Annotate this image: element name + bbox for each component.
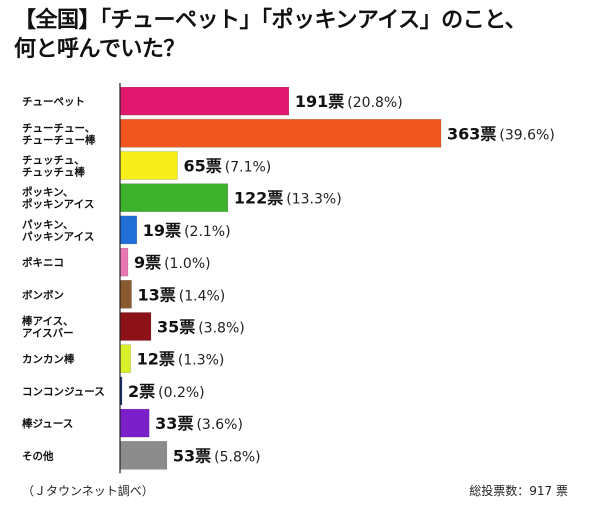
bar — [119, 280, 132, 309]
percent-label: (39.6%) — [499, 127, 554, 143]
category-label: ポッキン、ポッキンアイス — [22, 186, 94, 211]
category-label-line: チューペット — [22, 96, 85, 108]
category-label-line: ポッキンアイス — [22, 198, 94, 211]
category-label-line: ポッキン、 — [22, 186, 74, 199]
bar — [119, 215, 138, 245]
category-label-line: ボンボン — [22, 288, 64, 301]
data-label: 2票 (0.2%) — [128, 382, 205, 401]
data-label: 363票 (39.6%) — [447, 124, 555, 143]
data-label: 13票 (1.4%) — [137, 285, 225, 304]
percent-label: (1.4%) — [179, 288, 226, 304]
chart-title-line-2: 何と呼んでいた？ — [14, 37, 185, 62]
value-label: 53票 — [173, 446, 211, 465]
category-label: 棒ジュース — [22, 417, 73, 430]
category-label: コンコンジュース — [22, 386, 105, 398]
value-label: 33票 — [155, 414, 193, 433]
chart-title-line-1: 【全国】「チューペット」「ポッキンアイス」のこと、 — [14, 8, 527, 33]
category-label-line: パッキン、 — [22, 219, 74, 231]
value-label: 2票 — [128, 382, 155, 401]
value-label: 12票 — [137, 350, 175, 369]
category-label-line: パッキンアイス — [22, 231, 94, 243]
value-label: 13票 — [137, 285, 175, 304]
category-label: チュッチュ、チュッチュ棒 — [22, 155, 85, 179]
category-label: ボンボン — [22, 288, 64, 301]
bar — [119, 183, 229, 212]
category-label-line: アイスバー — [22, 328, 74, 340]
data-label: 65票 (7.1%) — [183, 157, 271, 176]
category-label-line: チュッチュ棒 — [22, 166, 85, 179]
data-label: 122票 (13.3%) — [234, 189, 342, 208]
percent-label: (2.1%) — [184, 224, 231, 240]
value-label: 191票 — [295, 92, 344, 111]
category-label-line: カンカン棒 — [22, 353, 75, 366]
percent-label: (13.3%) — [286, 192, 341, 208]
percent-label: (3.8%) — [198, 321, 245, 337]
value-label: 35票 — [157, 318, 195, 337]
bar — [119, 344, 131, 373]
category-label: チューペット — [22, 96, 85, 108]
data-label: 12票 (1.3%) — [137, 350, 225, 369]
percent-label: (5.8%) — [214, 449, 261, 465]
category-label-line: チューチュー、 — [22, 122, 95, 134]
total-votes: 総投票数：917 票 — [469, 484, 568, 498]
value-label: 9票 — [134, 253, 161, 272]
category-label-line: 棒ジュース — [22, 417, 73, 430]
bar — [119, 151, 178, 180]
category-label-line: 棒アイス、 — [22, 315, 74, 328]
data-label: 19票 (2.1%) — [143, 221, 231, 240]
data-label: 9票 (1.0%) — [134, 253, 211, 272]
category-label: パッキン、パッキンアイス — [22, 219, 94, 243]
percent-label: (1.3%) — [178, 353, 225, 369]
category-label: 棒アイス、アイスバー — [22, 315, 74, 340]
source-note: （Ｊタウンネット調べ） — [22, 484, 154, 498]
bar — [119, 408, 150, 438]
bar — [119, 119, 442, 148]
bar — [119, 312, 152, 341]
percent-label: (3.6%) — [196, 417, 243, 433]
value-label: 363票 — [447, 124, 496, 143]
category-label: チューチュー、チューチュー棒 — [22, 122, 96, 146]
value-label: 65票 — [183, 157, 221, 176]
bar — [119, 441, 168, 470]
percent-label: (7.1%) — [225, 160, 272, 176]
category-label-line: ポキニコ — [22, 256, 64, 269]
category-label-line: チューチュー棒 — [22, 133, 96, 146]
category-label-line: チュッチュ、 — [22, 155, 85, 167]
percent-label: (1.0%) — [164, 256, 211, 272]
bar — [119, 247, 129, 277]
data-label: 53票 (5.8%) — [173, 446, 261, 465]
category-label: その他 — [22, 449, 54, 462]
value-label: 122票 — [234, 189, 283, 208]
percent-label: (0.2%) — [158, 385, 205, 401]
value-label: 19票 — [143, 221, 181, 240]
category-label: カンカン棒 — [22, 353, 75, 366]
bar — [119, 86, 290, 116]
category-label-line: コンコンジュース — [22, 386, 105, 398]
percent-label: (20.8%) — [347, 95, 402, 111]
data-label: 191票 (20.8%) — [295, 92, 403, 111]
category-label: ポキニコ — [22, 256, 64, 269]
data-label: 33票 (3.6%) — [155, 414, 243, 433]
chart-title: 【全国】「チューペット」「ポッキンアイス」のこと、 何と呼んでいた？ — [14, 6, 580, 64]
category-label-line: その他 — [22, 449, 54, 462]
data-label: 35票 (3.8%) — [157, 318, 245, 337]
